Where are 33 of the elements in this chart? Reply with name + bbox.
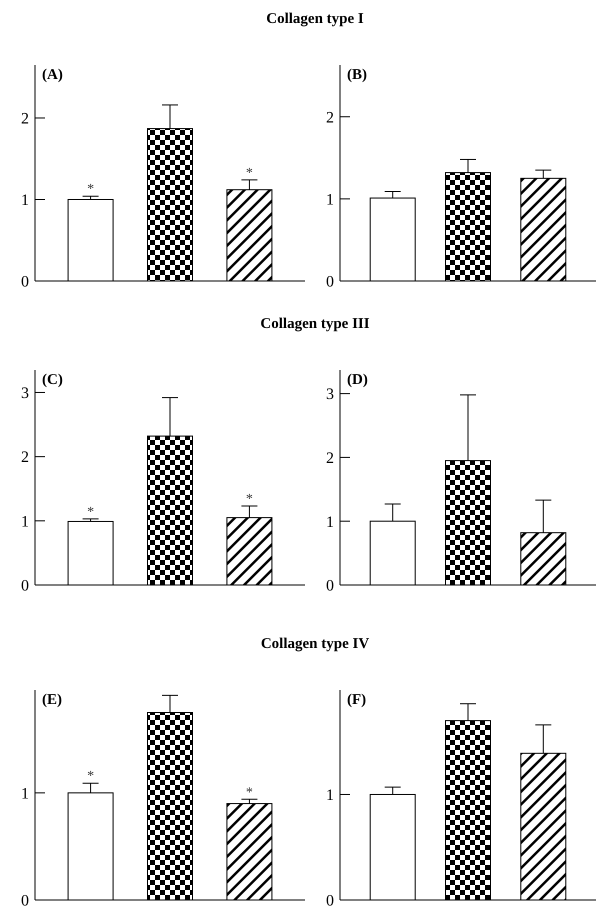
y-tick-label: 0 [326,578,334,595]
annotation: (E) [42,692,62,708]
y-tick-label: 3 [326,386,334,404]
y-tick-label: 1 [21,785,29,802]
y-tick-label: 2 [21,449,29,466]
chart-title: Collagen type I [266,11,364,27]
data-label: * [246,785,253,800]
data-label: * [87,769,94,784]
y-tick-label: 2 [326,450,334,468]
annotation: (C) [42,372,63,388]
y-tick-label: 0 [21,578,29,595]
annotation: (B) [347,67,367,83]
y-tick-label: 1 [326,191,334,208]
chart-title: Collagen type IV [260,636,370,652]
y-tick-label: 2 [326,109,334,126]
annotation: (F) [347,692,366,708]
data-label: * [246,492,253,508]
y-tick-label: 0 [326,274,334,291]
y-tick-label: 1 [21,513,29,530]
y-tick-label: 3 [21,385,29,402]
chart-title: Collagen type III [260,316,370,332]
y-tick-label: 1 [326,787,334,804]
y-tick-label: 0 [21,892,29,910]
data-label: * [246,166,253,181]
y-tick-label: 0 [21,274,29,291]
data-label: * [87,504,94,520]
y-tick-label: 0 [326,892,334,910]
annotation: (A) [42,67,63,83]
y-tick-label: 1 [21,192,29,210]
y-tick-label: 2 [21,110,29,128]
data-label: * [87,182,94,198]
annotation: (D) [347,372,368,388]
y-tick-label: 1 [326,514,334,531]
